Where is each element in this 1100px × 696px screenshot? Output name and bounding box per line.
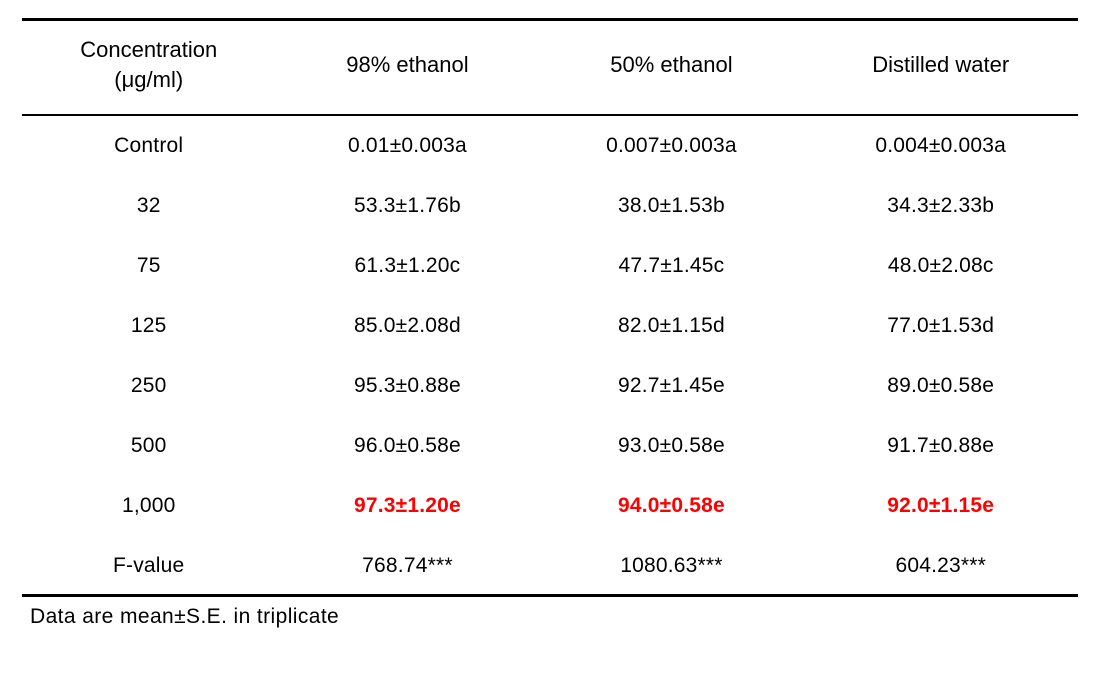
cell: 250 (22, 356, 275, 416)
cell: 1080.63*** (539, 536, 803, 596)
data-table: Concentration(μg/ml) 98% ethanol 50% eth… (22, 18, 1078, 597)
cell: 92.7±1.45e (539, 356, 803, 416)
cell: 0.01±0.003a (275, 115, 539, 176)
cell: 53.3±1.76b (275, 176, 539, 236)
col-header-concentration: Concentration(μg/ml) (22, 20, 275, 116)
col-header-98-ethanol: 98% ethanol (275, 20, 539, 116)
table-row: Control 0.01±0.003a 0.007±0.003a 0.004±0… (22, 115, 1078, 176)
table-row: 1,000 97.3±1.20e 94.0±0.58e 92.0±1.15e (22, 476, 1078, 536)
table-row: 125 85.0±2.08d 82.0±1.15d 77.0±1.53d (22, 296, 1078, 356)
cell: 47.7±1.45c (539, 236, 803, 296)
cell: 94.0±0.58e (539, 476, 803, 536)
cell: F-value (22, 536, 275, 596)
col-header-50-ethanol: 50% ethanol (539, 20, 803, 116)
table-row: 500 96.0±0.58e 93.0±0.58e 91.7±0.88e (22, 416, 1078, 476)
cell: 95.3±0.88e (275, 356, 539, 416)
header-row: Concentration(μg/ml) 98% ethanol 50% eth… (22, 20, 1078, 116)
table-row: 75 61.3±1.20c 47.7±1.45c 48.0±2.08c (22, 236, 1078, 296)
cell: 85.0±2.08d (275, 296, 539, 356)
cell: 34.3±2.33b (803, 176, 1078, 236)
cell: 0.004±0.003a (803, 115, 1078, 176)
cell: 82.0±1.15d (539, 296, 803, 356)
cell: 38.0±1.53b (539, 176, 803, 236)
cell: 97.3±1.20e (275, 476, 539, 536)
cell: 500 (22, 416, 275, 476)
cell: Control (22, 115, 275, 176)
cell: 91.7±0.88e (803, 416, 1078, 476)
table-row: F-value 768.74*** 1080.63*** 604.23*** (22, 536, 1078, 596)
cell: 93.0±0.58e (539, 416, 803, 476)
cell: 1,000 (22, 476, 275, 536)
cell: 768.74*** (275, 536, 539, 596)
col-header-distilled: Distilled water (803, 20, 1078, 116)
table-body: Control 0.01±0.003a 0.007±0.003a 0.004±0… (22, 115, 1078, 596)
table-caption: Data are mean±S.E. in triplicate (22, 597, 1078, 629)
cell: 92.0±1.15e (803, 476, 1078, 536)
table-row: 250 95.3±0.88e 92.7±1.45e 89.0±0.58e (22, 356, 1078, 416)
cell: 125 (22, 296, 275, 356)
cell: 77.0±1.53d (803, 296, 1078, 356)
cell: 89.0±0.58e (803, 356, 1078, 416)
cell: 32 (22, 176, 275, 236)
cell: 75 (22, 236, 275, 296)
cell: 0.007±0.003a (539, 115, 803, 176)
cell: 96.0±0.58e (275, 416, 539, 476)
cell: 61.3±1.20c (275, 236, 539, 296)
cell: 604.23*** (803, 536, 1078, 596)
table-row: 32 53.3±1.76b 38.0±1.53b 34.3±2.33b (22, 176, 1078, 236)
cell: 48.0±2.08c (803, 236, 1078, 296)
